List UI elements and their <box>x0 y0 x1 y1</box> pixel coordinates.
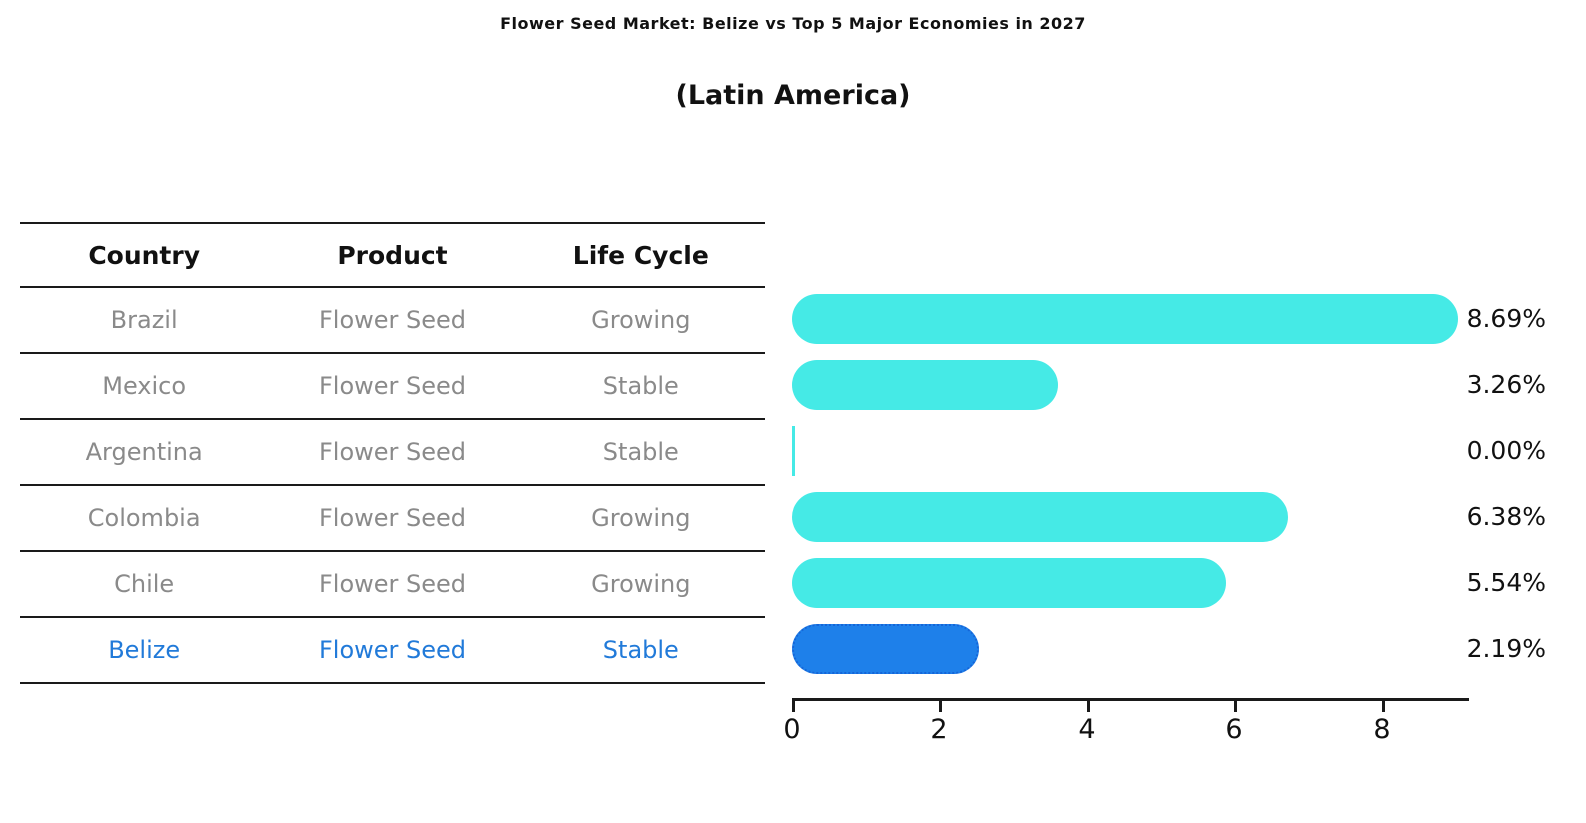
cell-life-cycle: Stable <box>602 636 679 664</box>
chart-title: Flower Seed Market: Belize vs Top 5 Majo… <box>500 14 1086 33</box>
cell-country: Belize <box>108 636 181 664</box>
value-label-mexico: 3.26% <box>1466 370 1546 399</box>
cell-country: Brazil <box>110 306 178 334</box>
table-row-belize: Belize Flower Seed Stable <box>20 618 765 684</box>
x-axis-tick-mark <box>792 701 795 712</box>
bar-brazil <box>792 294 1459 344</box>
bar-row-colombia <box>792 484 1472 550</box>
cell-product: Flower Seed <box>318 636 467 664</box>
value-label-argentina: 0.00% <box>1466 436 1546 465</box>
x-axis-tick-label: 0 <box>783 714 801 745</box>
cell-product: Flower Seed <box>318 306 467 334</box>
cell-life-cycle: Growing <box>591 570 691 598</box>
table-row-chile: Chile Flower Seed Growing <box>20 552 765 618</box>
chart-subtitle: (Latin America) <box>675 80 911 111</box>
cell-country: Colombia <box>87 504 201 532</box>
x-axis-tick-label: 2 <box>930 714 948 745</box>
cell-product: Flower Seed <box>318 438 467 466</box>
bar-row-brazil <box>792 286 1472 352</box>
cell-life-cycle: Growing <box>591 504 691 532</box>
cell-life-cycle: Stable <box>602 372 679 400</box>
cell-country: Chile <box>114 570 175 598</box>
x-axis-line: 0 2 4 6 8 <box>783 698 1469 745</box>
x-axis-tick-mark <box>1087 701 1090 712</box>
bar-row-mexico <box>792 352 1472 418</box>
table-row-brazil: Brazil Flower Seed Growing <box>20 288 765 354</box>
col-header-country: Country <box>88 240 201 270</box>
col-header-life-cycle: Life Cycle <box>572 240 709 270</box>
cell-life-cycle: Stable <box>602 438 679 466</box>
table-header-row: Country Product Life Cycle <box>20 224 765 288</box>
table-row-mexico: Mexico Flower Seed Stable <box>20 354 765 420</box>
bar-mexico <box>792 360 1059 410</box>
bar-plot <box>792 286 1472 682</box>
bar-row-argentina <box>792 418 1472 484</box>
cell-product: Flower Seed <box>318 570 467 598</box>
table-row-argentina: Argentina Flower Seed Stable <box>20 420 765 486</box>
bar-belize-highlight <box>792 624 980 674</box>
cell-product: Flower Seed <box>318 504 467 532</box>
x-axis-tick-mark <box>1234 701 1237 712</box>
value-label-brazil: 8.69% <box>1466 304 1546 333</box>
bar-row-belize <box>792 616 1472 682</box>
x-axis-tick-label: 4 <box>1078 714 1096 745</box>
cell-life-cycle: Growing <box>591 306 691 334</box>
bar-colombia <box>792 492 1289 542</box>
country-table: Country Product Life Cycle Brazil Flower… <box>20 222 765 684</box>
col-header-product: Product <box>337 240 448 270</box>
bar-row-chile <box>792 550 1472 616</box>
value-label-column: 8.69% 3.26% 0.00% 6.38% 5.54% 2.19% <box>1416 286 1546 682</box>
cell-country: Argentina <box>85 438 203 466</box>
bar-chile <box>792 558 1227 608</box>
cell-product: Flower Seed <box>318 372 467 400</box>
cell-country: Mexico <box>102 372 187 400</box>
x-axis-tick-label: 8 <box>1373 714 1391 745</box>
value-label-belize: 2.19% <box>1466 634 1546 663</box>
table-row-colombia: Colombia Flower Seed Growing <box>20 486 765 552</box>
x-axis-tick-mark <box>939 701 942 712</box>
value-label-chile: 5.54% <box>1466 568 1546 597</box>
bar-argentina <box>792 426 795 476</box>
x-axis-tick-mark <box>1382 701 1385 712</box>
x-axis-tick-label: 6 <box>1225 714 1243 745</box>
value-label-colombia: 6.38% <box>1466 502 1546 531</box>
